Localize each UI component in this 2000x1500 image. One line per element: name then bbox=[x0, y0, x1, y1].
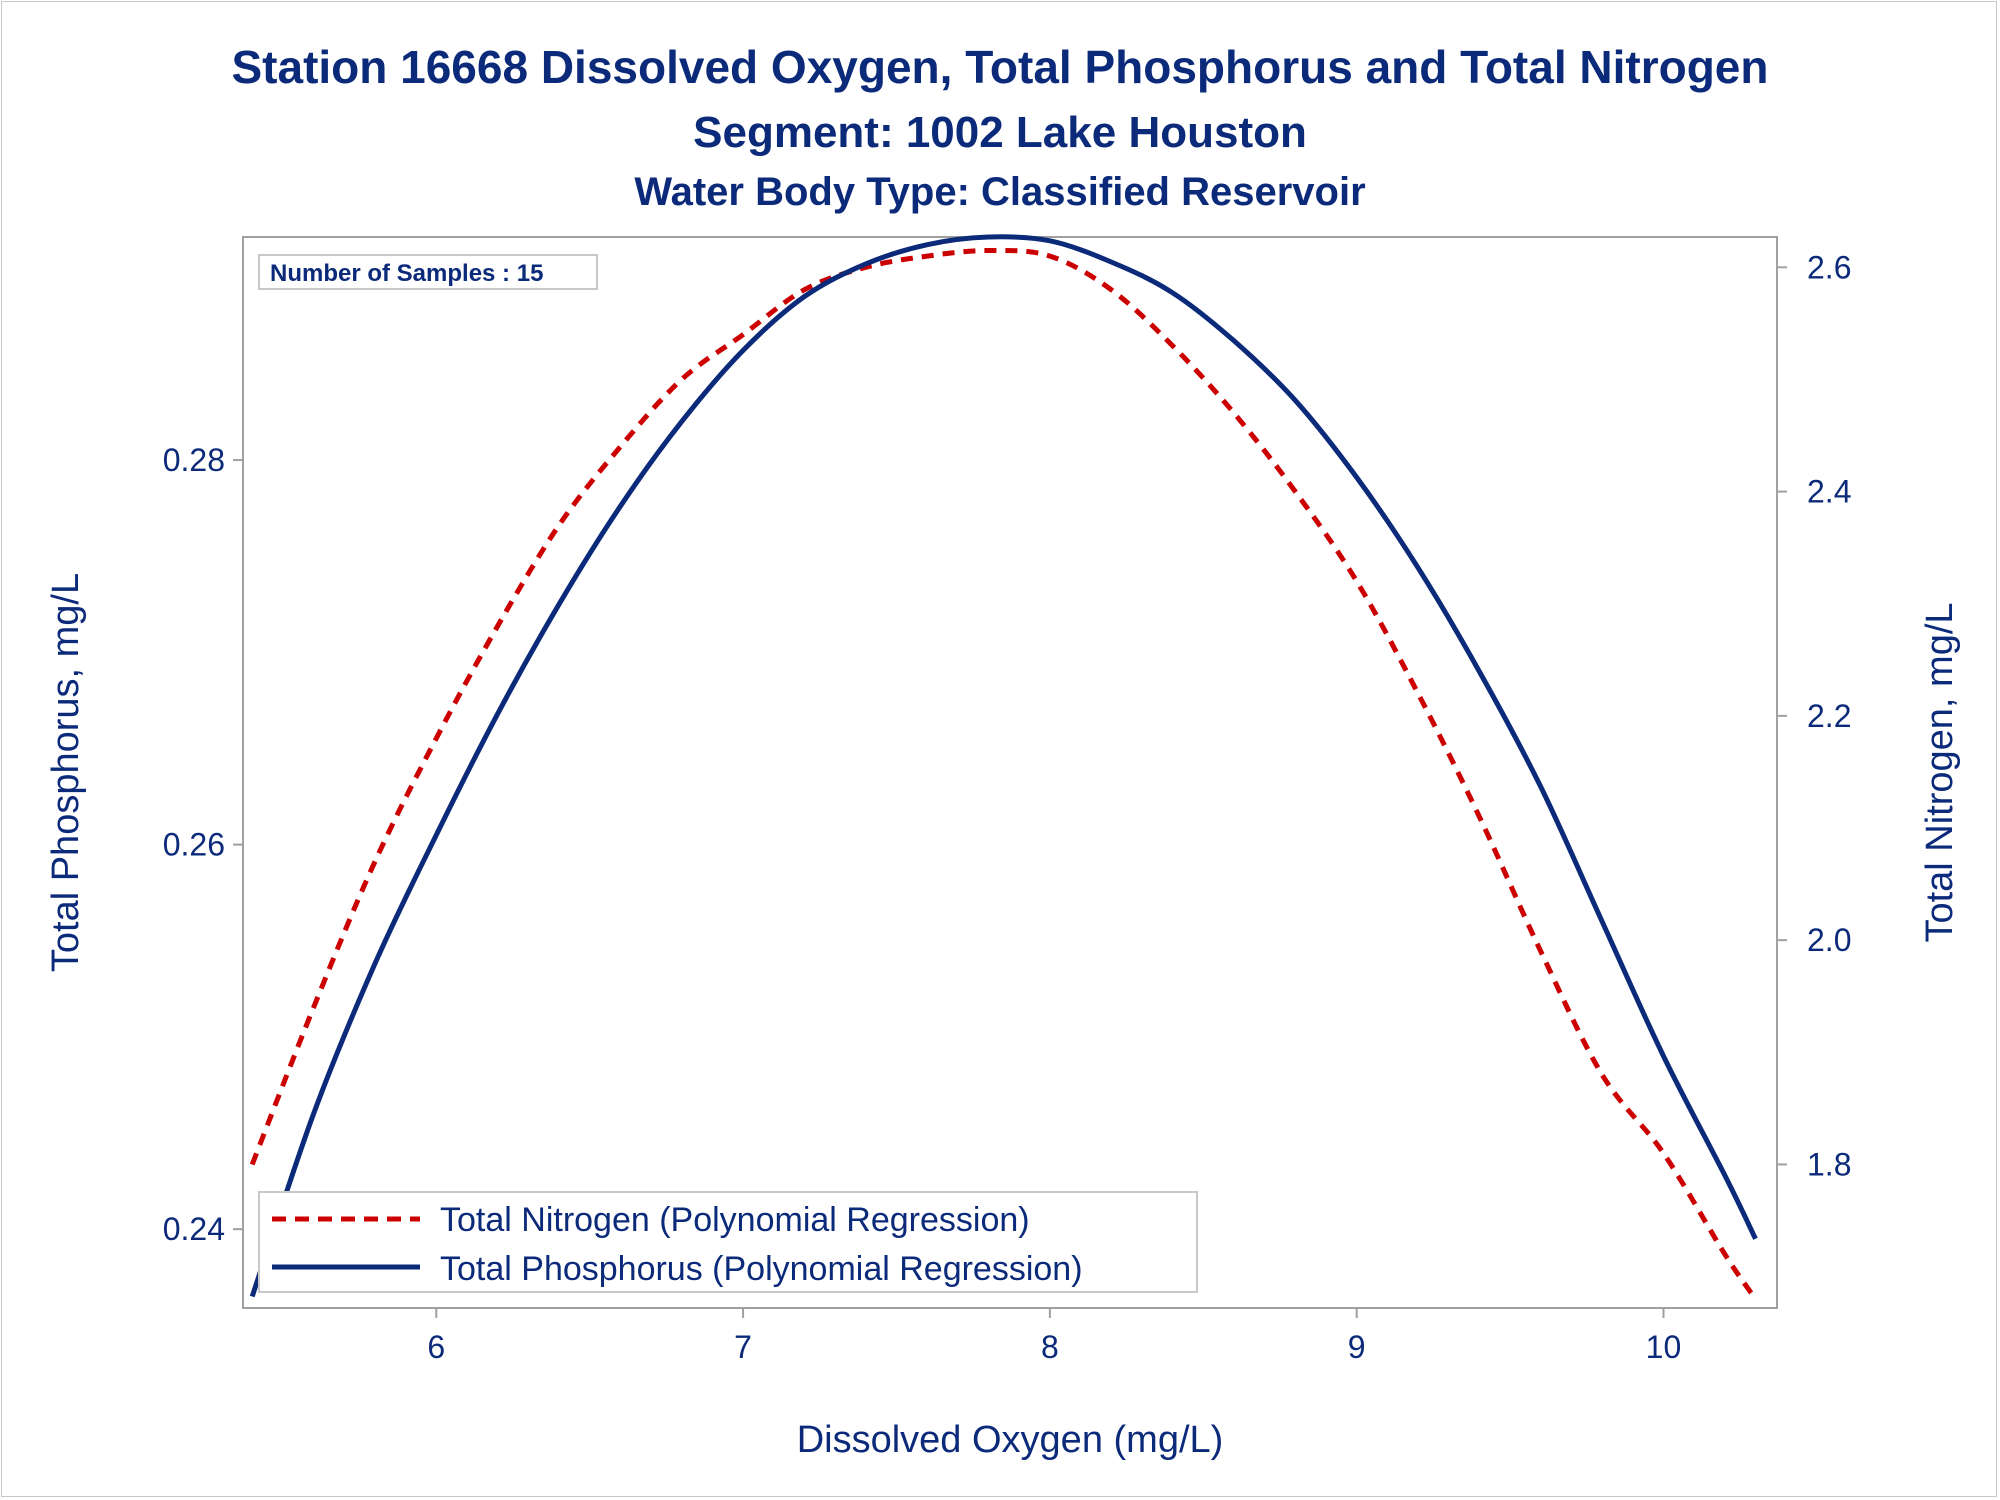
x-tick-label-3: 9 bbox=[1348, 1329, 1366, 1365]
y-left-tick-label-2: 0.28 bbox=[163, 442, 225, 478]
legend-label-phosphorus: Total Phosphorus (Polynomial Regression) bbox=[440, 1250, 1083, 1288]
x-tick-label-0: 6 bbox=[427, 1329, 445, 1365]
y-right-tick-label-0: 1.8 bbox=[1807, 1146, 1851, 1182]
overlay-layer: Number of Samples : 15 Total Nitrogen (P… bbox=[258, 254, 1198, 1293]
sample-count-label: Number of Samples : 15 bbox=[270, 260, 543, 287]
legend-box bbox=[258, 1191, 1198, 1293]
series-line-phosphorus bbox=[249, 234, 1758, 1298]
y-right-axis-title: Total Nitrogen, mg/L bbox=[1919, 602, 1961, 942]
y-left-tick-label-0: 0.24 bbox=[163, 1211, 225, 1247]
series-layer bbox=[249, 234, 1758, 1301]
x-tick-label-2: 8 bbox=[1041, 1329, 1059, 1365]
y-left-tick-label-1: 0.26 bbox=[163, 827, 225, 863]
y-right-tick-label-1: 2.0 bbox=[1807, 922, 1851, 958]
y-right-tick-label-4: 2.6 bbox=[1807, 249, 1851, 285]
legend-label-nitrogen: Total Nitrogen (Polynomial Regression) bbox=[440, 1201, 1030, 1239]
y-left-axis-title: Total Phosphorus, mg/L bbox=[45, 573, 87, 972]
series-line-nitrogen bbox=[249, 247, 1758, 1301]
x-tick-label-1: 7 bbox=[734, 1329, 752, 1365]
sample-count-box bbox=[258, 254, 598, 290]
x-tick-label-4: 10 bbox=[1646, 1329, 1682, 1365]
y-right-tick-label-3: 2.4 bbox=[1807, 474, 1851, 510]
chart-title: Station 16668 Dissolved Oxygen, Total Ph… bbox=[231, 41, 1769, 93]
y-right-tick-label-2: 2.2 bbox=[1807, 698, 1851, 734]
chart-subtitle-2: Water Body Type: Classified Reservoir bbox=[634, 170, 1366, 214]
x-axis-title: Dissolved Oxygen (mg/L) bbox=[797, 1419, 1224, 1461]
chart-subtitle: Segment: 1002 Lake Houston bbox=[693, 108, 1307, 157]
plot-area bbox=[242, 236, 1778, 1309]
